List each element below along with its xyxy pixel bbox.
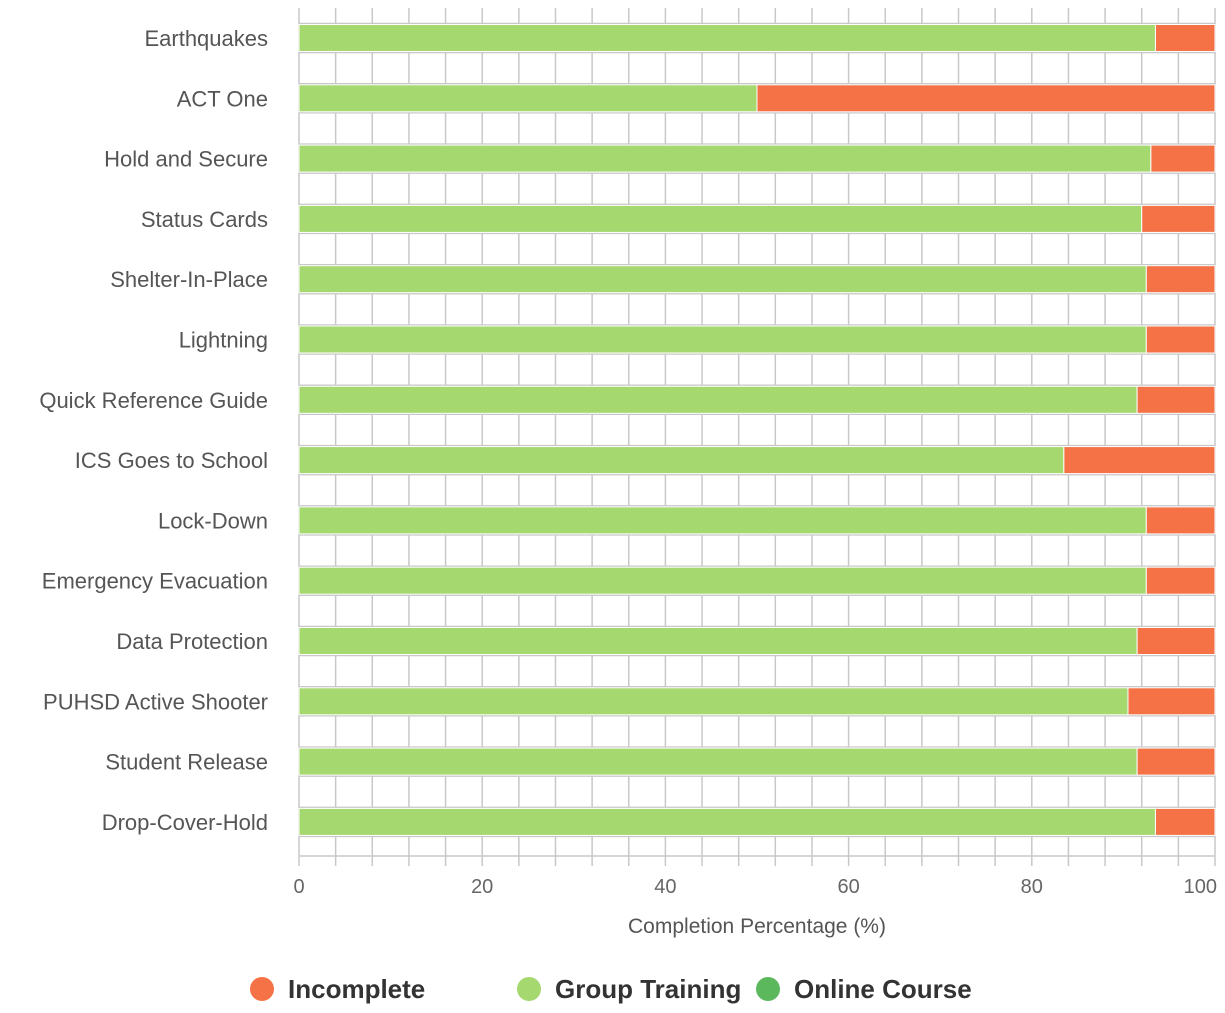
bar-incomplete[interactable] bbox=[1136, 747, 1216, 776]
category-label: Status Cards bbox=[141, 207, 268, 232]
bar-group-training[interactable] bbox=[298, 687, 1129, 716]
bar-group-training[interactable] bbox=[298, 807, 1156, 836]
category-label: Emergency Evacuation bbox=[42, 569, 268, 594]
category-label: ACT One bbox=[177, 86, 268, 111]
bar-incomplete[interactable] bbox=[1154, 807, 1216, 836]
bar-group-training[interactable] bbox=[298, 385, 1138, 414]
category-label: Hold and Secure bbox=[104, 147, 268, 172]
bar-group-training[interactable] bbox=[298, 144, 1152, 173]
bar-incomplete[interactable] bbox=[1063, 446, 1216, 475]
bar-incomplete[interactable] bbox=[1141, 204, 1216, 233]
bar-group-training[interactable] bbox=[298, 325, 1147, 354]
x-tick-label: 40 bbox=[654, 876, 676, 898]
bar-group-training[interactable] bbox=[298, 84, 758, 113]
bar-layer bbox=[298, 24, 1216, 836]
legend-item-online-course[interactable]: Online Course bbox=[756, 974, 972, 1004]
bar-incomplete[interactable] bbox=[1154, 24, 1216, 52]
bar-incomplete[interactable] bbox=[1150, 144, 1216, 173]
x-tick-label: 20 bbox=[471, 876, 493, 898]
x-tick-label: 80 bbox=[1021, 876, 1043, 898]
legend-item-incomplete[interactable]: Incomplete bbox=[250, 974, 425, 1004]
bar-incomplete[interactable] bbox=[1145, 325, 1216, 354]
category-label: Lightning bbox=[179, 328, 268, 353]
bar-incomplete[interactable] bbox=[1145, 506, 1216, 535]
bar-incomplete[interactable] bbox=[1127, 687, 1216, 716]
category-label: Shelter-In-Place bbox=[110, 267, 268, 292]
bar-group-training[interactable] bbox=[298, 24, 1156, 52]
legend: Incomplete Group Training Online Course bbox=[250, 974, 972, 1004]
legend-marker bbox=[517, 977, 541, 1001]
x-axis-title: Completion Percentage (%) bbox=[628, 915, 886, 938]
legend-marker bbox=[756, 977, 780, 1001]
category-label: Lock-Down bbox=[158, 508, 268, 533]
bar-group-training[interactable] bbox=[298, 204, 1143, 233]
legend-item-group-training[interactable]: Group Training bbox=[517, 974, 741, 1004]
category-label: PUHSD Active Shooter bbox=[43, 689, 268, 714]
bar-incomplete[interactable] bbox=[1136, 385, 1216, 414]
legend-marker bbox=[250, 977, 274, 1001]
bar-incomplete[interactable] bbox=[1136, 627, 1216, 655]
bar-group-training[interactable] bbox=[298, 627, 1138, 655]
bar-incomplete[interactable] bbox=[1145, 265, 1216, 294]
x-axis: 0 20 40 60 80 100 bbox=[293, 856, 1217, 898]
legend-label: Online Course bbox=[794, 974, 972, 1004]
category-label: Drop-Cover-Hold bbox=[102, 810, 268, 835]
category-labels: Earthquakes ACT One Hold and Secure Status … bbox=[39, 26, 268, 835]
bar-group-training[interactable] bbox=[298, 446, 1065, 475]
bar-group-training[interactable] bbox=[298, 506, 1147, 535]
bar-incomplete[interactable] bbox=[1145, 566, 1216, 595]
category-label: Earthquakes bbox=[144, 26, 268, 51]
x-tick-label: 60 bbox=[837, 876, 859, 898]
category-label: Quick Reference Guide bbox=[39, 388, 268, 413]
category-label: ICS Goes to School bbox=[75, 448, 268, 473]
legend-label: Group Training bbox=[555, 974, 741, 1004]
x-tick-label: 0 bbox=[293, 876, 304, 898]
x-tick-label: 100 bbox=[1184, 876, 1217, 898]
bar-group-training[interactable] bbox=[298, 566, 1147, 595]
grid-layer bbox=[298, 8, 1216, 857]
bar-group-training[interactable] bbox=[298, 265, 1147, 294]
bar-group-training[interactable] bbox=[298, 747, 1138, 776]
bar-incomplete[interactable] bbox=[756, 84, 1216, 113]
category-label: Data Protection bbox=[116, 629, 268, 654]
category-label: Student Release bbox=[105, 750, 268, 775]
legend-label: Incomplete bbox=[288, 974, 425, 1004]
